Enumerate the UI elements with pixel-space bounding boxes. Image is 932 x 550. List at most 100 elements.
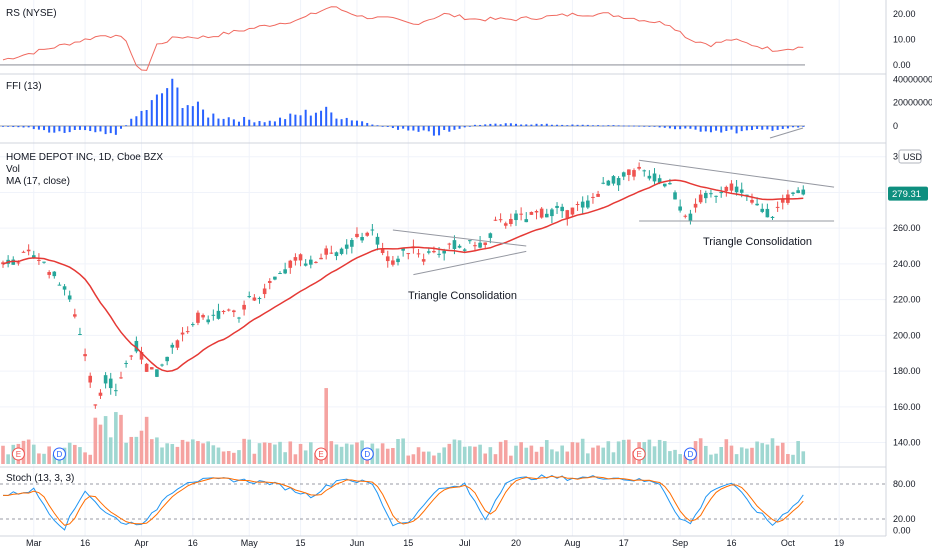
candle-body: [750, 199, 754, 203]
candle-body: [760, 208, 765, 212]
volume-label: Vol: [6, 164, 20, 175]
volume-bars: [1, 388, 806, 464]
candle-body: [719, 192, 723, 194]
ffi-bar: [32, 126, 35, 130]
time-axis[interactable]: Mar 16 Apr 16 May 15 Jun 15 Jul 20 Aug 17 Sep 16 Oct 19: [26, 538, 844, 548]
volume-bar: [411, 454, 416, 464]
candle-body: [796, 190, 800, 194]
candle-body: [606, 180, 611, 186]
ffi-bar: [627, 125, 630, 127]
volume-bar: [555, 451, 559, 464]
candle-body: [62, 286, 67, 290]
price-axis[interactable]: 20.0010.000.0040000000200000000300.00280…: [893, 9, 932, 536]
volume-bar: [432, 455, 436, 464]
volume-bar: [550, 449, 554, 464]
volume-bar: [745, 448, 749, 464]
event-marker-circle: [683, 447, 697, 461]
ffi-bar: [325, 106, 328, 126]
volume-bar: [42, 453, 46, 464]
ffi-bar: [612, 125, 615, 126]
event-marker-letter: E: [318, 450, 323, 459]
candle-body: [755, 203, 759, 206]
currency-badge: USD: [898, 149, 923, 164]
x-tick-label: 20: [511, 538, 521, 548]
volume-bar: [329, 441, 334, 464]
volume-bar: [498, 441, 503, 464]
candle-body: [432, 250, 436, 253]
candle-body: [765, 208, 770, 218]
rs-line: [2, 6, 804, 71]
ffi-bar: [771, 126, 774, 131]
candle-body: [160, 364, 164, 366]
ffi-bar: [217, 118, 220, 126]
ffi-bar: [463, 126, 466, 128]
ffi-bar: [540, 124, 543, 126]
volume-bar: [211, 445, 216, 464]
volume-bar: [478, 444, 482, 464]
volume-bar: [734, 454, 739, 464]
candle-body: [355, 233, 359, 238]
volume-bar: [488, 447, 493, 464]
ffi-bar: [653, 126, 656, 127]
ffi-bar: [73, 126, 76, 130]
volume-bar: [267, 442, 272, 464]
ffi-bar: [279, 117, 282, 126]
ffi-bar: [284, 119, 287, 126]
candle-body: [149, 367, 154, 370]
y-tick-label: 0.00: [893, 526, 911, 536]
candle-body: [514, 213, 518, 221]
candle-body: [570, 207, 575, 215]
ffi-bar: [632, 125, 635, 127]
ffi-bar: [535, 123, 538, 126]
ffi-bar: [355, 120, 358, 126]
candle-body: [16, 262, 21, 264]
volume-bar: [468, 446, 472, 464]
ffi-bar: [202, 109, 205, 126]
volume-bar: [704, 445, 708, 464]
x-tick-label: Aug: [564, 538, 580, 548]
candle-body: [442, 250, 446, 254]
candle-body: [488, 233, 493, 238]
candle-body: [539, 208, 544, 218]
ffi-bar: [730, 126, 733, 130]
x-tick-label: 16: [188, 538, 198, 548]
candle-body: [673, 192, 677, 200]
ffi-trend-arrow: [769, 127, 804, 139]
ffi-bar: [191, 106, 194, 126]
volume-bar: [662, 441, 667, 464]
candle-body: [724, 186, 729, 192]
candle-body: [596, 193, 600, 197]
candle-body: [509, 218, 513, 225]
ffi-bar: [381, 126, 384, 127]
ffi-bar: [361, 121, 364, 126]
stoch-panel[interactable]: Stoch (13, 3, 3): [0, 473, 886, 531]
candle-body: [339, 248, 344, 254]
x-tick-label: Jul: [459, 538, 471, 548]
volume-bar: [155, 437, 159, 464]
ffi-bar: [89, 126, 92, 132]
ffi-bar: [761, 126, 764, 130]
ffi-bar: [268, 120, 271, 126]
ffi-panel[interactable]: FFI (13): [0, 78, 805, 139]
candle-body: [344, 244, 349, 249]
candle-body: [437, 253, 441, 255]
candle-body: [709, 193, 713, 195]
ffi-bar: [556, 124, 559, 126]
candle-body: [175, 340, 180, 348]
candle-body: [421, 259, 426, 262]
candle-body: [314, 261, 318, 263]
candle-body: [745, 194, 749, 196]
ffi-bar: [53, 126, 56, 133]
y-tick-label: 20.00: [893, 514, 916, 524]
candle-body: [575, 204, 580, 206]
candle-body: [334, 252, 339, 257]
candle-body: [103, 375, 108, 384]
candle-body: [770, 216, 775, 219]
ffi-bar: [371, 124, 374, 126]
candle-body: [544, 213, 549, 218]
ffi-bar: [530, 124, 533, 126]
rs-panel[interactable]: RS (NYSE): [0, 6, 805, 71]
event-marker-letter: D: [688, 450, 694, 459]
